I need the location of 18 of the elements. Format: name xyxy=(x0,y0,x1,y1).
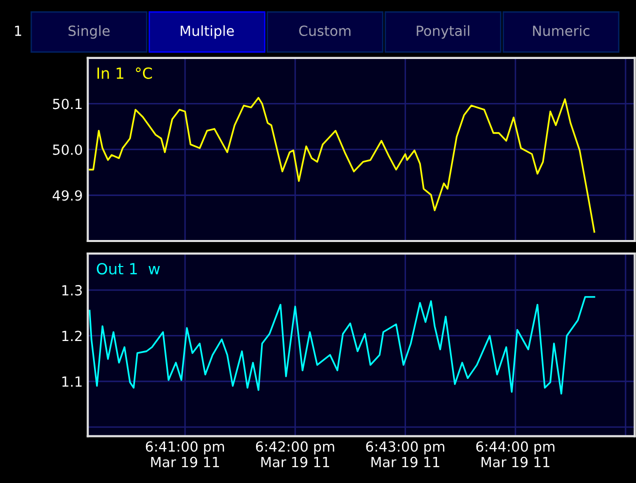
text: 1 xyxy=(15,26,22,36)
y-tick-label: 1.1 xyxy=(62,376,82,387)
text: Ponytail xyxy=(416,25,470,39)
chart-title: In 1 °C xyxy=(97,67,152,79)
x-tick-label: 6:41:00 pm Mar 19 11 xyxy=(146,441,224,468)
y-tick-label: 1.3 xyxy=(62,285,82,296)
chart-title: Out 1 w xyxy=(96,262,160,275)
text: Custom xyxy=(299,26,350,36)
text: Numeric xyxy=(533,25,590,36)
x-tick-label: 6:43:00 pm Mar 19 11 xyxy=(366,441,444,468)
y-tick-label: 1.2 xyxy=(62,330,82,342)
y-tick-label: 50.1 xyxy=(53,98,82,110)
x-tick-label: 6:44:00 pm Mar 19 11 xyxy=(476,441,554,468)
y-tick-label: 50.0 xyxy=(53,144,82,155)
text: Multiple xyxy=(180,25,234,39)
y-tick-label: 49.9 xyxy=(52,190,82,201)
x-tick-label: 6:42:00 pm Mar 19 11 xyxy=(256,441,334,468)
text: Single xyxy=(68,25,110,39)
